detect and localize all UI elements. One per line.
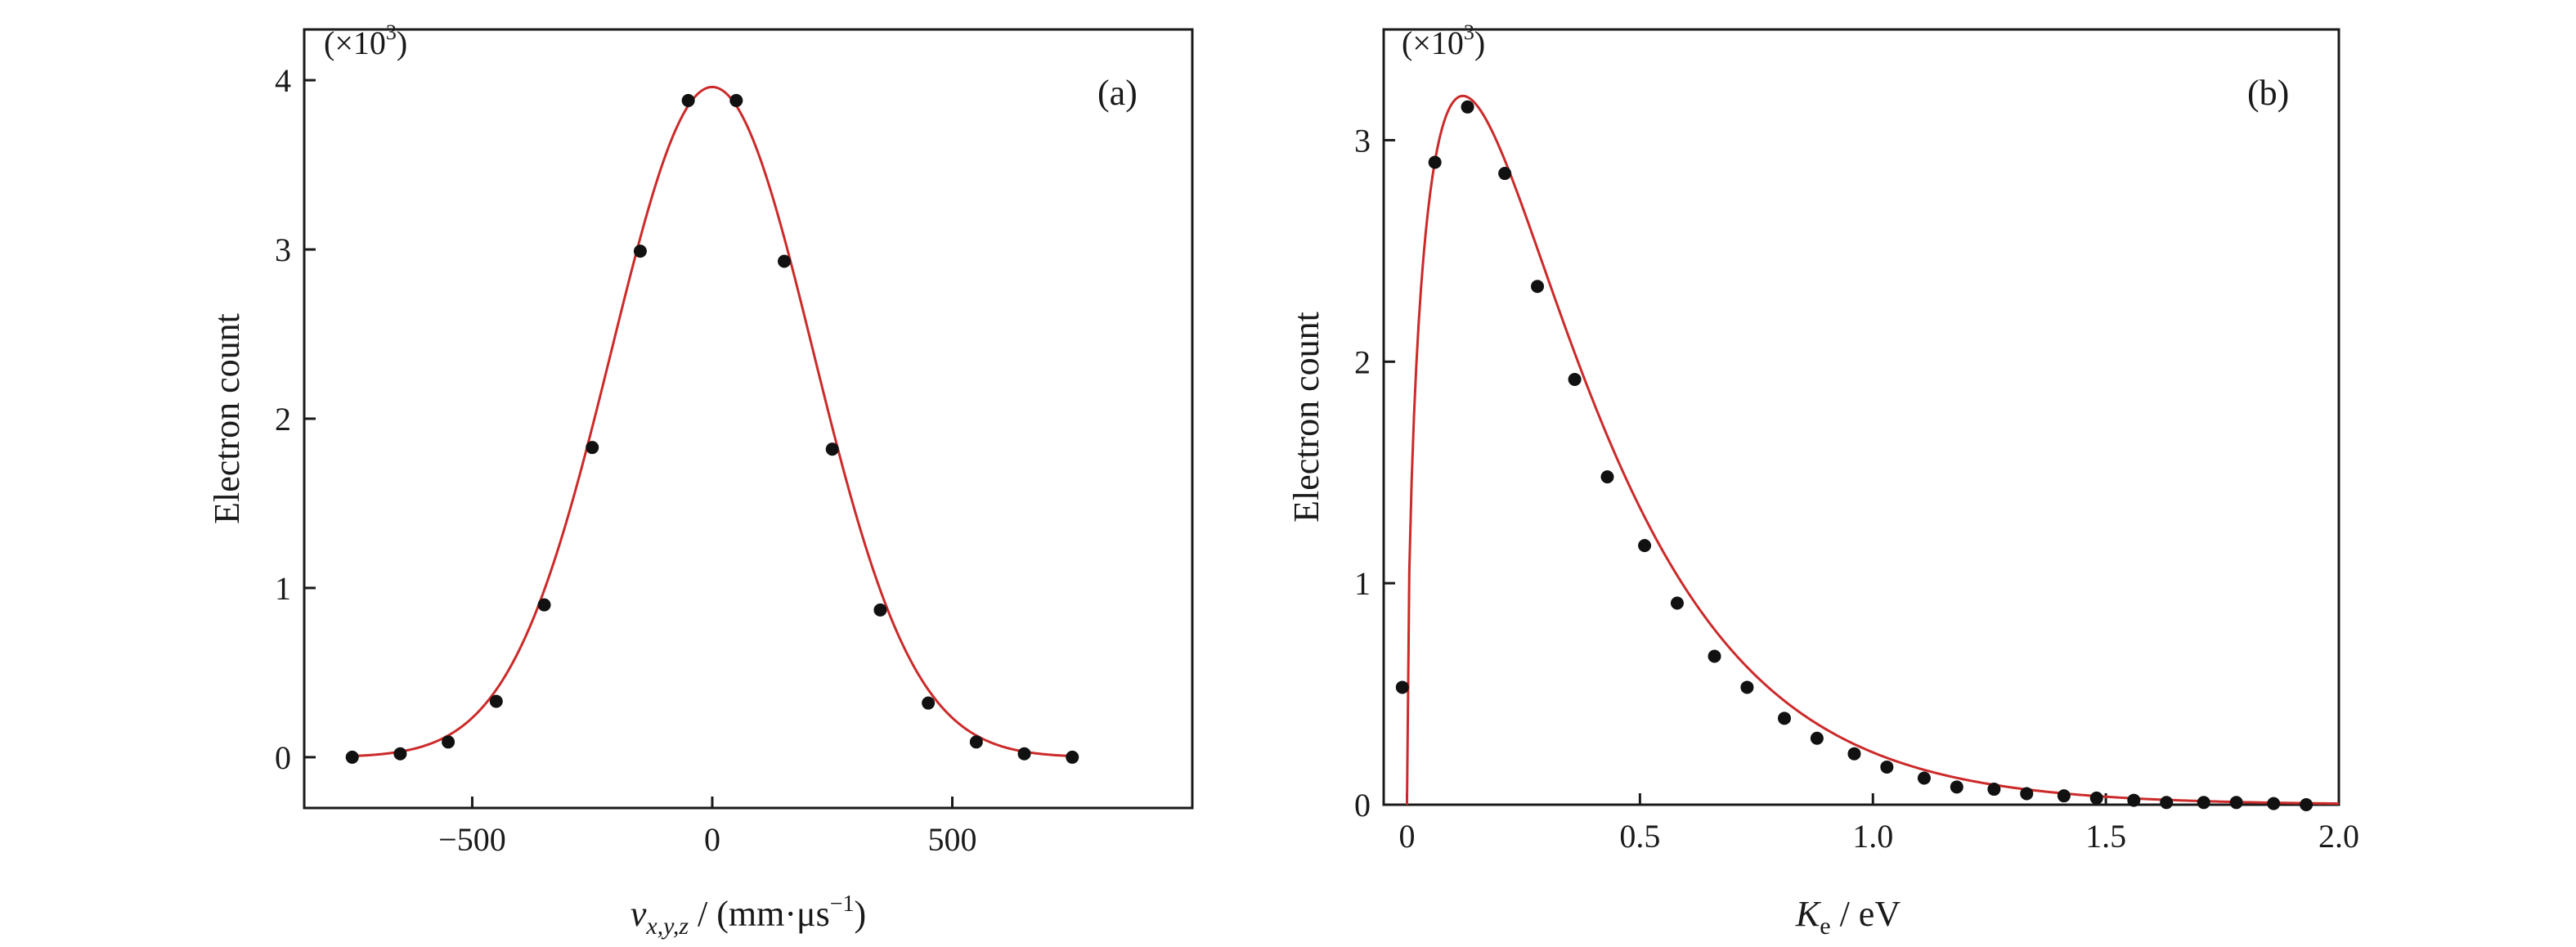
data-point: [1568, 372, 1582, 386]
data-point: [2127, 793, 2141, 807]
x-tick-label: −500: [438, 821, 506, 858]
data-point: [2057, 789, 2071, 803]
data-point: [2020, 787, 2034, 801]
y-tick-label: 2: [1354, 343, 1371, 380]
panel-a-label: (a): [1097, 73, 1138, 113]
data-point: [1461, 100, 1474, 114]
x-tick-label: 0: [704, 821, 720, 858]
panel-b-xlabel: Ke / eV: [1795, 894, 1901, 940]
data-point: [969, 735, 983, 749]
data-point: [1987, 783, 2001, 797]
panel-a-multiplier: (×103): [324, 20, 407, 61]
y-tick-label: 0: [275, 739, 291, 776]
data-point: [1066, 750, 1079, 764]
data-point: [825, 442, 839, 456]
data-point: [1670, 596, 1684, 610]
data-point: [1428, 155, 1442, 169]
x-tick-label: 0.5: [1619, 818, 1660, 855]
y-tick-label: 1: [1354, 565, 1371, 602]
data-point: [2267, 797, 2281, 810]
data-point: [2089, 791, 2103, 805]
panel-a-ticks: −500 0 500 0 1 2 3 4: [275, 62, 976, 858]
x-tick-label: 2.0: [2318, 818, 2359, 855]
data-point: [2160, 796, 2174, 810]
data-point: [922, 696, 936, 710]
data-point: [681, 93, 695, 107]
data-point: [1017, 747, 1031, 761]
panel-b-ylabel: Electron count: [1286, 312, 1326, 523]
panel-b-points: [1395, 100, 2313, 811]
data-point: [1950, 780, 1963, 794]
data-point: [1917, 771, 1931, 785]
y-tick-label: 1: [275, 570, 291, 607]
x-tick-label: 1.0: [1852, 818, 1893, 855]
x-tick-label: 1.5: [2085, 818, 2126, 855]
y-tick-label: 3: [1354, 122, 1371, 159]
panel-a-xlabel: vx,y,z / (mm·μs−1): [631, 891, 866, 940]
data-point: [1708, 649, 1721, 663]
data-point: [442, 735, 456, 749]
panel-b-frame: [1382, 28, 2340, 806]
data-point: [778, 254, 792, 268]
panel-a: (×103) (a) Electron count vx,y,z / (mm·μ…: [207, 20, 1194, 940]
x-tick-label: 0: [1398, 818, 1415, 855]
data-point: [345, 750, 359, 764]
data-point: [1600, 470, 1614, 484]
y-tick-label: 4: [275, 62, 291, 99]
data-point: [1880, 760, 1894, 774]
data-point: [1498, 167, 1512, 181]
x-tick-label: 500: [927, 821, 976, 858]
y-tick-label: 3: [275, 231, 291, 268]
panel-b-multiplier: (×103): [1402, 20, 1485, 61]
data-point: [1847, 747, 1861, 761]
data-point: [1810, 731, 1824, 745]
data-point: [489, 694, 503, 708]
panel-a-fit-curve: [352, 85, 1073, 758]
data-point: [633, 245, 647, 258]
panel-b-fit-curve: [1405, 94, 2340, 806]
y-tick-label: 0: [1354, 787, 1371, 824]
data-point: [586, 441, 599, 455]
data-point: [729, 93, 743, 107]
panel-b: (×103) (b) Electron count Ke / eV 0 0.5 1.…: [1286, 20, 2359, 940]
data-point: [1531, 280, 1545, 294]
data-point: [393, 747, 407, 761]
data-point: [2300, 798, 2313, 811]
panel-b-label: (b): [2247, 73, 2289, 113]
panel-a-ylabel: Electron count: [207, 313, 247, 524]
y-tick-label: 2: [275, 401, 291, 438]
data-point: [1638, 539, 1652, 553]
data-point: [1395, 680, 1409, 694]
data-point: [537, 598, 551, 612]
panel-a-points: [345, 93, 1079, 764]
data-point: [2197, 796, 2210, 810]
data-point: [873, 603, 887, 617]
data-point: [1777, 711, 1791, 725]
data-point: [2229, 796, 2243, 810]
panel-a-frame: [303, 28, 1194, 810]
data-point: [1740, 680, 1754, 694]
